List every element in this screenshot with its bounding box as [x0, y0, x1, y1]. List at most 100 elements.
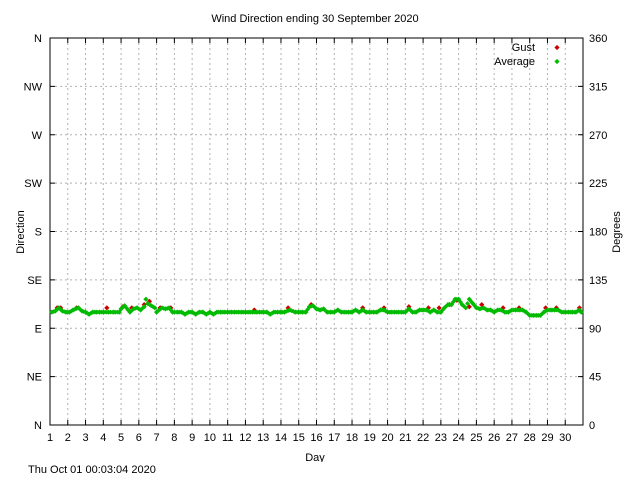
point-average — [118, 306, 124, 312]
point-average — [205, 310, 211, 316]
point-average — [237, 309, 243, 315]
point-average — [408, 308, 414, 313]
point-average — [223, 309, 229, 315]
grid — [50, 38, 583, 425]
point-average — [463, 305, 469, 311]
y-tick-label: S — [35, 227, 42, 239]
point-average — [212, 310, 218, 316]
point-average — [92, 309, 97, 315]
point-average — [518, 307, 524, 313]
point-average — [276, 309, 282, 315]
point-average — [77, 307, 83, 312]
point-average — [493, 308, 499, 314]
point-average — [418, 307, 424, 313]
point-average — [333, 308, 339, 314]
point-average — [553, 307, 559, 313]
point-average — [475, 305, 481, 311]
point-average — [358, 308, 364, 314]
point-average — [429, 308, 435, 314]
y-tick-label: NE — [27, 372, 42, 384]
point-average — [95, 309, 101, 315]
x-tick-label: 1 — [47, 432, 53, 444]
point-average — [365, 309, 371, 315]
point-average — [394, 309, 399, 315]
point-average — [99, 309, 104, 315]
y-tick-label: E — [35, 323, 42, 335]
point-average — [322, 308, 328, 313]
wind-direction-chart: Wind Direction ending 30 September 2020 … — [15, 13, 623, 462]
y2-tick-label: 360 — [589, 33, 607, 45]
data-points — [49, 296, 584, 318]
point-average — [145, 300, 151, 307]
point-average — [147, 302, 152, 307]
point-average — [61, 309, 67, 314]
point-gust — [479, 302, 485, 308]
legend-marker-average — [554, 58, 560, 65]
point-average — [115, 309, 120, 315]
point-average — [401, 309, 406, 315]
point-average — [315, 307, 321, 312]
point-average — [241, 309, 247, 315]
point-average — [330, 309, 335, 315]
point-average — [347, 309, 353, 315]
point-average — [75, 305, 82, 311]
point-average — [383, 308, 389, 314]
point-average — [372, 309, 378, 315]
point-average — [532, 312, 538, 318]
point-average — [136, 306, 142, 312]
point-average — [578, 309, 584, 315]
point-gust — [436, 305, 442, 311]
point-average — [81, 309, 87, 314]
point-average — [287, 307, 293, 313]
point-average — [422, 307, 428, 313]
x-tick-label: 29 — [541, 432, 553, 444]
point-average — [447, 302, 453, 307]
x-tick-label: 7 — [154, 432, 160, 444]
point-average — [168, 307, 174, 313]
point-average — [244, 309, 250, 315]
x-tick-label: 30 — [559, 432, 571, 444]
point-average — [209, 310, 215, 316]
x-tick-label: 14 — [275, 432, 287, 444]
x-tick-label: 20 — [381, 432, 393, 444]
point-average — [386, 309, 392, 315]
point-average — [454, 296, 460, 302]
point-average — [129, 308, 135, 313]
point-average — [88, 310, 94, 316]
point-average — [312, 304, 318, 310]
x-tick-label: 8 — [171, 432, 177, 444]
point-average — [219, 309, 225, 315]
point-average — [514, 307, 520, 313]
x-tick-label: 10 — [204, 432, 216, 444]
x-tick-label: 2 — [65, 432, 71, 444]
point-average — [326, 309, 332, 315]
point-average — [415, 308, 421, 314]
x-tick-label: 17 — [328, 432, 340, 444]
point-average — [337, 308, 342, 314]
point-average — [58, 307, 64, 312]
point-average — [433, 308, 438, 314]
x-tick-label: 27 — [506, 432, 518, 444]
point-average — [340, 309, 346, 315]
point-average — [193, 311, 199, 317]
x-tick-label: 13 — [257, 432, 269, 444]
x-tick-label: 12 — [239, 432, 251, 444]
y-axis-left: N NE E SE S SW W NW N — [24, 33, 55, 432]
timestamp-footer: Thu Oct 01 00:03:04 2020 — [28, 464, 156, 476]
point-average — [139, 305, 145, 311]
point-average — [308, 303, 314, 309]
point-average — [294, 309, 300, 315]
point-average — [525, 311, 531, 317]
point-average — [344, 309, 350, 315]
point-average — [426, 308, 431, 314]
point-average — [177, 309, 183, 315]
point-average — [411, 309, 417, 315]
x-tick-label: 22 — [417, 432, 429, 444]
point-average — [539, 311, 545, 317]
point-average — [65, 309, 71, 315]
point-average — [267, 311, 273, 317]
point-average — [152, 305, 158, 311]
point-average — [521, 308, 527, 314]
point-average — [564, 309, 570, 315]
x-tick-label: 9 — [189, 432, 195, 444]
